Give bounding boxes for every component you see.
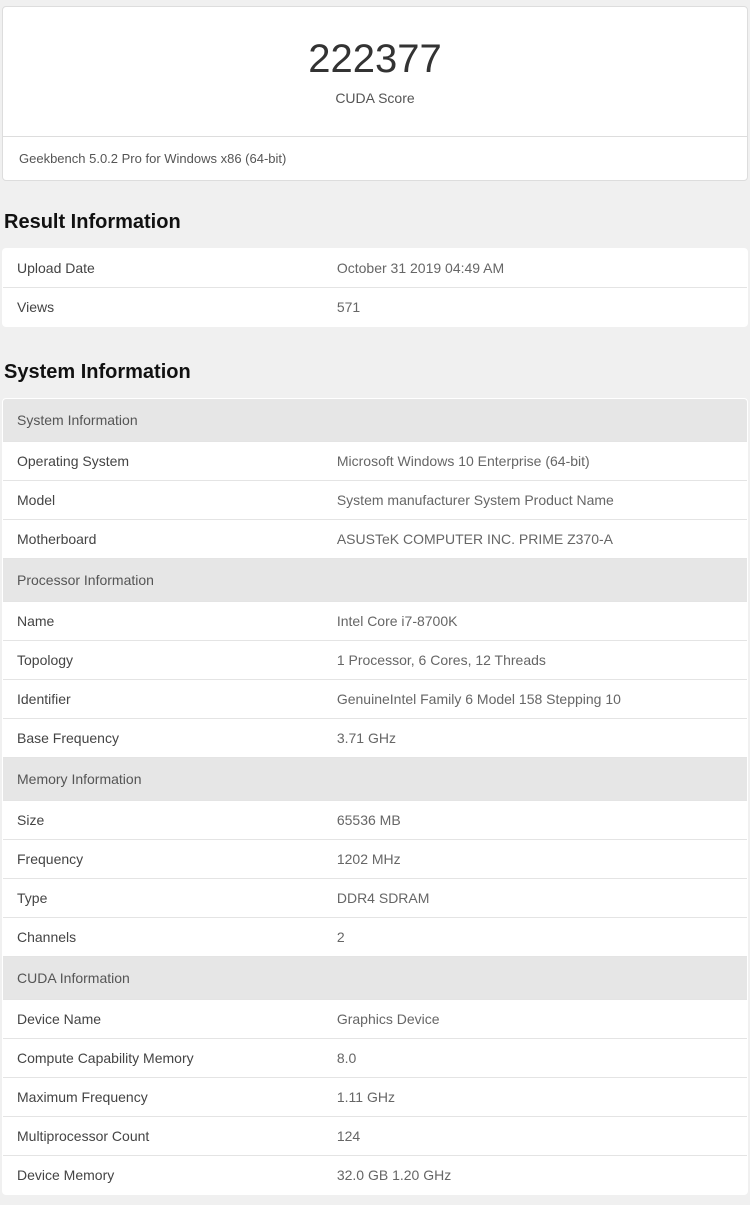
row-value: DDR4 SDRAM — [323, 879, 748, 918]
table-row: Topology1 Processor, 6 Cores, 12 Threads — [3, 641, 748, 680]
row-value: 1.11 GHz — [323, 1078, 748, 1117]
score-label: CUDA Score — [23, 90, 727, 106]
table-row: Multiprocessor Count124 — [3, 1117, 748, 1156]
table-row: MotherboardASUSTeK COMPUTER INC. PRIME Z… — [3, 520, 748, 559]
row-value: System manufacturer System Product Name — [323, 481, 748, 520]
row-value: 1 Processor, 6 Cores, 12 Threads — [323, 641, 748, 680]
row-value: Graphics Device — [323, 1000, 748, 1039]
row-value: October 31 2019 04:49 AM — [323, 249, 748, 288]
row-label: Type — [3, 879, 323, 918]
table-row: IdentifierGenuineIntel Family 6 Model 15… — [3, 680, 748, 719]
table-subheader-row: Processor Information — [3, 559, 748, 602]
table-subheader: CUDA Information — [3, 957, 748, 1000]
table-row: Channels2 — [3, 918, 748, 957]
result-info-title: Result Information — [4, 211, 748, 234]
row-value: Microsoft Windows 10 Enterprise (64-bit) — [323, 442, 748, 481]
table-row: ModelSystem manufacturer System Product … — [3, 481, 748, 520]
row-label: Base Frequency — [3, 719, 323, 758]
row-value: 3.71 GHz — [323, 719, 748, 758]
table-subheader: Memory Information — [3, 758, 748, 801]
score-card: 222377 CUDA Score Geekbench 5.0.2 Pro fo… — [2, 6, 748, 181]
row-label: Device Memory — [3, 1156, 323, 1195]
table-row: TypeDDR4 SDRAM — [3, 879, 748, 918]
row-value: ASUSTeK COMPUTER INC. PRIME Z370-A — [323, 520, 748, 559]
table-subheader: Processor Information — [3, 559, 748, 602]
row-value: Intel Core i7-8700K — [323, 602, 748, 641]
row-value: 2 — [323, 918, 748, 957]
table-row: Device Memory32.0 GB 1.20 GHz — [3, 1156, 748, 1195]
row-value: 1202 MHz — [323, 840, 748, 879]
score-value: 222377 — [23, 37, 727, 82]
row-label: Channels — [3, 918, 323, 957]
table-row: Size65536 MB — [3, 801, 748, 840]
row-value: 32.0 GB 1.20 GHz — [323, 1156, 748, 1195]
row-label: Maximum Frequency — [3, 1078, 323, 1117]
system-info-table: System InformationOperating SystemMicros… — [2, 398, 748, 1195]
table-row: NameIntel Core i7-8700K — [3, 602, 748, 641]
row-label: Frequency — [3, 840, 323, 879]
table-row: Base Frequency3.71 GHz — [3, 719, 748, 758]
row-value: 65536 MB — [323, 801, 748, 840]
table-subheader-row: CUDA Information — [3, 957, 748, 1000]
row-label: Topology — [3, 641, 323, 680]
row-label: Device Name — [3, 1000, 323, 1039]
table-row: Frequency1202 MHz — [3, 840, 748, 879]
row-label: Operating System — [3, 442, 323, 481]
row-value: 8.0 — [323, 1039, 748, 1078]
row-label: Multiprocessor Count — [3, 1117, 323, 1156]
table-row: Operating SystemMicrosoft Windows 10 Ent… — [3, 442, 748, 481]
row-label: Motherboard — [3, 520, 323, 559]
table-subheader-row: System Information — [3, 399, 748, 442]
score-footer: Geekbench 5.0.2 Pro for Windows x86 (64-… — [3, 137, 747, 180]
result-info-table: Upload DateOctober 31 2019 04:49 AMViews… — [2, 248, 748, 327]
row-value: 571 — [323, 288, 748, 327]
row-value: 124 — [323, 1117, 748, 1156]
score-top: 222377 CUDA Score — [3, 7, 747, 137]
row-label: Model — [3, 481, 323, 520]
table-subheader-row: Memory Information — [3, 758, 748, 801]
table-row: Maximum Frequency1.11 GHz — [3, 1078, 748, 1117]
system-info-title: System Information — [4, 361, 748, 384]
row-label: Views — [3, 288, 323, 327]
table-subheader: System Information — [3, 399, 748, 442]
row-label: Size — [3, 801, 323, 840]
row-label: Compute Capability Memory — [3, 1039, 323, 1078]
row-label: Identifier — [3, 680, 323, 719]
table-row: Compute Capability Memory8.0 — [3, 1039, 748, 1078]
table-row: Device NameGraphics Device — [3, 1000, 748, 1039]
row-label: Name — [3, 602, 323, 641]
row-value: GenuineIntel Family 6 Model 158 Stepping… — [323, 680, 748, 719]
table-row: Upload DateOctober 31 2019 04:49 AM — [3, 249, 748, 288]
row-label: Upload Date — [3, 249, 323, 288]
table-row: Views571 — [3, 288, 748, 327]
